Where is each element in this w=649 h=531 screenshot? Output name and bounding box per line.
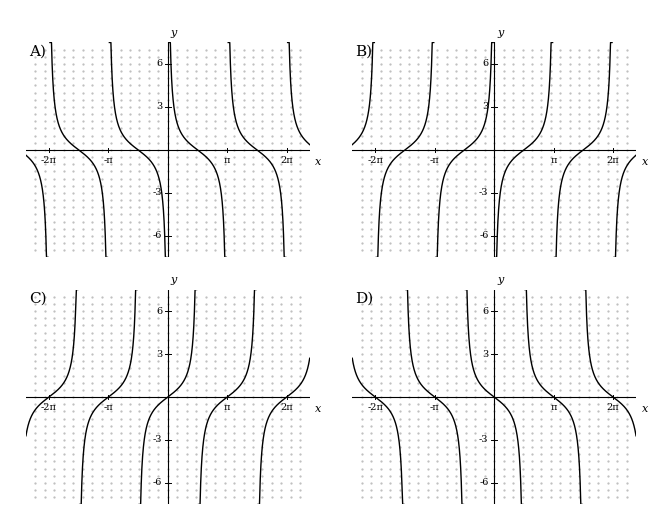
- Text: -3: -3: [479, 435, 489, 444]
- Text: 6: 6: [156, 59, 162, 68]
- Text: -6: -6: [153, 478, 162, 487]
- Text: 2π: 2π: [607, 156, 619, 165]
- Text: y: y: [171, 275, 177, 285]
- Text: 2π: 2π: [280, 402, 293, 412]
- Text: -π: -π: [430, 156, 439, 165]
- Text: -π: -π: [104, 402, 113, 412]
- Text: x: x: [315, 157, 322, 167]
- Text: 3: 3: [156, 349, 162, 358]
- Text: π: π: [550, 402, 557, 412]
- Text: A): A): [29, 45, 46, 58]
- Text: x: x: [642, 404, 648, 414]
- Text: y: y: [497, 275, 503, 285]
- Text: π: π: [224, 402, 230, 412]
- Text: -6: -6: [479, 232, 489, 241]
- Text: y: y: [171, 28, 177, 38]
- Text: -π: -π: [104, 156, 113, 165]
- Text: 3: 3: [482, 349, 489, 358]
- Text: 6: 6: [482, 59, 489, 68]
- Text: -6: -6: [153, 232, 162, 241]
- Text: -2π: -2π: [367, 402, 383, 412]
- Text: 6: 6: [482, 306, 489, 315]
- Text: x: x: [315, 404, 322, 414]
- Text: -3: -3: [153, 435, 162, 444]
- Text: C): C): [29, 292, 47, 306]
- Text: -3: -3: [153, 189, 162, 198]
- Text: 2π: 2π: [280, 156, 293, 165]
- Text: 3: 3: [156, 102, 162, 112]
- Text: -2π: -2π: [367, 156, 383, 165]
- Text: B): B): [355, 45, 373, 58]
- Text: y: y: [497, 28, 503, 38]
- Text: 2π: 2π: [607, 402, 619, 412]
- Text: -2π: -2π: [41, 156, 57, 165]
- Text: -π: -π: [430, 402, 439, 412]
- Text: -3: -3: [479, 189, 489, 198]
- Text: x: x: [642, 157, 648, 167]
- Text: -6: -6: [479, 478, 489, 487]
- Text: π: π: [224, 156, 230, 165]
- Text: 6: 6: [156, 306, 162, 315]
- Text: π: π: [550, 156, 557, 165]
- Text: 3: 3: [482, 102, 489, 112]
- Text: D): D): [355, 292, 373, 306]
- Text: -2π: -2π: [41, 402, 57, 412]
